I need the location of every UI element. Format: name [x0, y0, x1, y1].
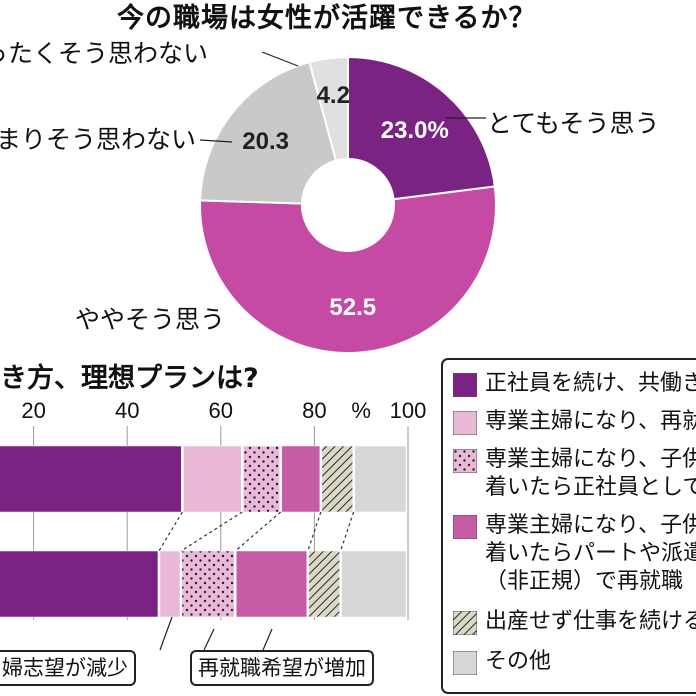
bar-row-2-no-reemployment	[159, 550, 181, 618]
pie-slice-yaya	[199, 185, 497, 354]
legend-label-no-children: 出産せず仕事を続ける	[485, 609, 696, 634]
bar-row-2-other	[341, 550, 407, 618]
annotation-pointer	[159, 616, 173, 651]
bar-connector	[180, 511, 243, 552]
bar-row-2-reemploy-regular	[181, 550, 235, 618]
pie-slice-mattaku	[308, 55, 349, 162]
x-tick-label: 80	[302, 398, 326, 423]
bar-connector	[339, 511, 355, 552]
legend-item-no-children: 出産せず仕事を続ける	[453, 608, 696, 636]
annotation-increase: 再就職希望が増加	[190, 650, 374, 686]
pie-leader-line	[199, 139, 233, 143]
pie-label-totemo: とてもそう思う	[487, 109, 660, 138]
legend-item-other: その他	[453, 648, 551, 676]
legend-item-no-reemployment: 専業主婦になり、再就職しない	[453, 408, 696, 436]
bar-row-1-reemploy-part	[281, 445, 321, 513]
legend-swatch-no-reemployment	[453, 411, 477, 435]
pie-value-amari: 20.3	[242, 128, 289, 155]
legend-swatch-seishain	[453, 373, 477, 397]
x-tick-label: 40	[115, 398, 139, 423]
pie-value-yaya: 52.5	[329, 294, 376, 321]
bar-connector	[234, 511, 282, 552]
chart-title: 今の職場は女性が活躍できるか？	[117, 3, 537, 34]
legend-label-no-reemployment: 専業主婦になり、再就職しない	[485, 409, 696, 434]
bar-row-2-no-children	[308, 550, 340, 618]
bar-connectors	[158, 511, 355, 651]
legend-label-other: その他	[485, 649, 552, 674]
pie-leader-line	[261, 51, 299, 67]
legend-item-reemploy-regular: 専業主婦になり、子供が落ち 着いたら正社員として再就職	[453, 446, 696, 502]
pie-leader-lines	[199, 51, 486, 143]
bar-row-1-seishain	[0, 445, 182, 513]
pie-chart: 23.0% 52.5 20.3 4.2	[199, 55, 497, 354]
legend-item-seishain: 正社員を続け、共働き	[453, 370, 696, 398]
x-tick-label: 60	[209, 398, 233, 423]
x-tick-label: 100	[390, 398, 427, 423]
pie-slice-totemo	[347, 55, 496, 201]
pie-value-mattaku: 4.2	[317, 82, 350, 109]
bar-row-1-no-children	[321, 445, 353, 513]
bar-row-2-seishain	[0, 550, 159, 618]
legend-label-seishain: 正社員を続け、共働き	[485, 371, 696, 396]
pie-label-yaya: ややそう思う	[75, 305, 226, 334]
stacked-bar-chart	[0, 445, 407, 618]
annotation-pointer	[262, 628, 273, 651]
bar-row-1-other	[354, 445, 407, 513]
pie-label-amari: まりそう思わない	[0, 125, 197, 154]
bar-chart-title: き方、理想プランは?	[0, 363, 259, 394]
pie-value-totemo: 23.0%	[381, 117, 449, 144]
legend-swatch-reemploy-part	[453, 515, 477, 539]
legend-label-reemploy-part: 専業主婦になり、子供が落ち 着いたらパートや派遣 （非正規）で再就職	[485, 513, 696, 594]
x-tick-label: 20	[21, 398, 45, 423]
pie-label-mattaku: ったくそう思わない	[0, 39, 209, 68]
pie-slice-amari	[199, 60, 338, 205]
legend: 正社員を続け、共働き 専業主婦になり、再就職しない 専業主婦になり、子供が落ち …	[441, 358, 696, 694]
annotation-decrease: 婦志望が減少	[0, 650, 136, 686]
bar-row-1-reemploy-regular	[243, 445, 280, 513]
legend-swatch-other	[453, 651, 477, 675]
bar-connector	[158, 511, 183, 552]
legend-label-reemploy-regular: 専業主婦になり、子供が落ち 着いたら正社員として再就職	[485, 447, 696, 500]
x-unit-label: %	[351, 398, 371, 423]
bar-row-2-reemploy-part	[235, 550, 308, 618]
legend-swatch-reemploy-regular	[453, 449, 477, 473]
annotation-pointer	[203, 628, 215, 651]
legend-swatch-no-children	[453, 611, 477, 635]
bar-row-1-no-reemployment	[183, 445, 242, 513]
bar-connector	[307, 511, 322, 552]
legend-item-reemploy-part: 専業主婦になり、子供が落ち 着いたらパートや派遣 （非正規）で再就職	[453, 512, 696, 596]
